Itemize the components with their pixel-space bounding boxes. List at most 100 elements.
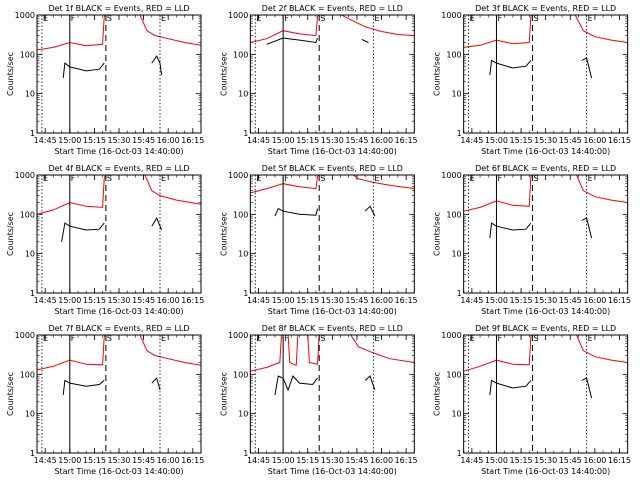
chart-title: Det 2f BLACK = Events, RED = LLD [262, 4, 403, 13]
x-tick-label: 16:15 [181, 136, 204, 145]
x-tick-label: 16:00 [157, 136, 180, 145]
y-tick-label: 10 [451, 90, 461, 99]
x-tick-label: 16:15 [395, 136, 418, 145]
marker-label: F [71, 334, 76, 343]
events-series-line [274, 207, 319, 217]
y-tick-label: 1 [243, 129, 248, 138]
y-tick-label: 1000 [228, 11, 248, 20]
chart-title: Det 3f BLACK = Events, RED = LLD [475, 4, 616, 13]
y-axis-label: Counts/sec [6, 212, 15, 256]
lld-series-line [139, 15, 201, 46]
chart-title: Det 7f BLACK = Events, RED = LLD [48, 324, 189, 333]
events-series-line [364, 205, 376, 217]
marker-label: S [107, 174, 112, 183]
y-tick-label: 1 [457, 129, 462, 138]
events-series-line [361, 38, 369, 43]
x-tick-label: 14:45 [247, 296, 270, 305]
marker-label: F [497, 334, 502, 343]
y-tick-label: 100 [20, 370, 35, 379]
x-axis-label: Start Time (16-Oct-03 14:40:00) [481, 467, 610, 476]
marker-label: E [43, 14, 48, 23]
x-tick-label: 15:00 [272, 296, 295, 305]
chart-panel: Det 9f BLACK = Events, RED = LLD Counts/s… [433, 324, 631, 476]
marker-label: E [43, 334, 48, 343]
x-tick-label: 15:30 [107, 456, 130, 465]
x-tick-label: 15:15 [296, 136, 319, 145]
y-tick-label: 100 [446, 210, 461, 219]
x-tick-label: 16:00 [157, 296, 180, 305]
y-tick-label: 10 [238, 250, 248, 259]
marker-label: S [534, 334, 539, 343]
events-series-line [274, 375, 318, 395]
x-tick-label: 14:45 [247, 136, 270, 145]
y-tick-label: 1000 [441, 11, 461, 20]
y-tick-label: 1 [30, 129, 35, 138]
x-axis-label: Start Time (16-Oct-03 14:40:00) [481, 307, 610, 316]
chart-title: Det 5f BLACK = Events, RED = LLD [262, 164, 403, 173]
marker-label: E [588, 174, 593, 183]
y-axis-label: Counts/sec [219, 212, 228, 256]
x-tick-label: 16:15 [181, 456, 204, 465]
lld-series-line [37, 335, 106, 371]
lld-series-line [463, 15, 533, 48]
y-tick-label: 1000 [441, 331, 461, 340]
x-tick-label: 16:15 [395, 456, 418, 465]
marker-label: E [374, 334, 379, 343]
y-tick-label: 10 [25, 410, 35, 419]
x-tick-label: 15:00 [272, 136, 295, 145]
marker-label: E [374, 174, 379, 183]
lld-series-line [139, 335, 201, 366]
x-tick-label: 15:45 [345, 296, 368, 305]
x-tick-label: 15:00 [58, 136, 81, 145]
chart-panel: Det 8f BLACK = Events, RED = LLD Counts/s… [219, 324, 417, 476]
plot-frame [463, 174, 629, 294]
x-tick-label: 16:00 [583, 136, 606, 145]
x-tick-label: 15:00 [485, 456, 508, 465]
x-tick-label: 15:30 [107, 136, 130, 145]
x-tick-label: 16:15 [608, 296, 631, 305]
y-axis-label: Counts/sec [219, 372, 228, 416]
x-tick-label: 16:15 [395, 296, 418, 305]
y-tick-label: 1000 [228, 171, 248, 180]
marker-label: F [497, 14, 502, 23]
y-tick-label: 1 [457, 449, 462, 458]
y-tick-label: 1 [30, 289, 35, 298]
x-tick-label: 15:30 [534, 456, 557, 465]
x-axis-label: Start Time (16-Oct-03 14:40:00) [481, 147, 610, 156]
y-tick-label: 10 [25, 90, 35, 99]
y-axis-label: Counts/sec [433, 212, 442, 256]
marker-label: E [43, 174, 48, 183]
x-tick-label: 15:30 [107, 296, 130, 305]
chart-panel: Det 5f BLACK = Events, RED = LLD Counts/s… [219, 164, 417, 316]
chart-panel: Det 7f BLACK = Events, RED = LLD Counts/s… [6, 324, 204, 476]
x-tick-label: 15:45 [345, 456, 368, 465]
x-tick-label: 15:45 [132, 456, 155, 465]
x-tick-label: 14:45 [34, 136, 57, 145]
marker-label: E [470, 174, 475, 183]
lld-series-line [250, 175, 319, 194]
marker-label: S [107, 14, 112, 23]
plot-frame [463, 334, 629, 454]
marker-label: E [256, 334, 261, 343]
marker-label: E [161, 174, 166, 183]
marker-label: S [534, 174, 539, 183]
marker-label: F [284, 334, 289, 343]
plot-frame [36, 14, 202, 134]
marker-label: F [284, 14, 289, 23]
events-series-line [61, 222, 105, 242]
x-tick-label: 15:15 [296, 296, 319, 305]
chart-title: Det 6f BLACK = Events, RED = LLD [475, 164, 616, 173]
y-tick-label: 100 [446, 370, 461, 379]
x-tick-label: 15:00 [485, 136, 508, 145]
lld-series-line [37, 175, 106, 215]
y-tick-label: 10 [25, 250, 35, 259]
marker-label: E [374, 14, 379, 23]
x-tick-label: 15:15 [83, 456, 106, 465]
x-tick-label: 15:15 [83, 136, 106, 145]
marker-label: S [320, 174, 325, 183]
x-tick-label: 15:45 [559, 456, 582, 465]
marker-label: F [71, 14, 76, 23]
lld-series-line [250, 15, 319, 43]
